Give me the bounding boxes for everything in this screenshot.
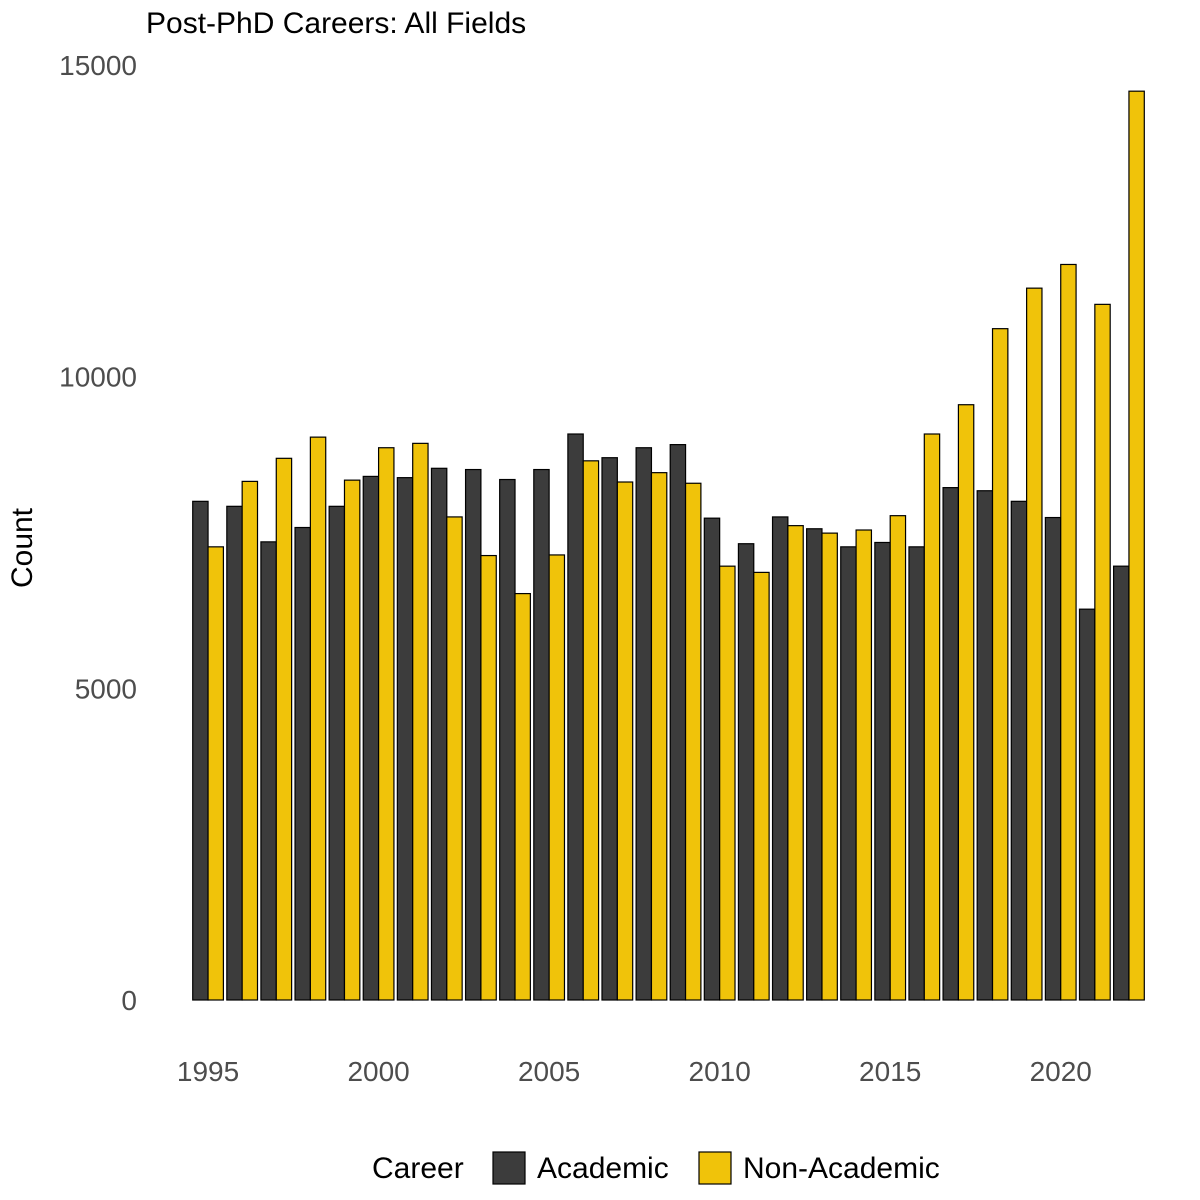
legend-key-academic [492,1151,526,1185]
bar-non-academic-2003 [480,554,497,1001]
bar-academic-1995 [192,500,209,1001]
bar-academic-2013 [806,528,823,1001]
bar-academic-1999 [328,505,346,1001]
bar-academic-1997 [260,541,277,1001]
bar-academic-2006 [567,433,584,1001]
bar-non-academic-2021 [1094,303,1111,1001]
bar-academic-2012 [771,516,789,1001]
bar-non-academic-2000 [377,447,395,1001]
bar-non-academic-2004 [514,592,531,1001]
bar-non-academic-2010 [719,565,736,1001]
bar-non-academic-1999 [343,479,361,1001]
bar-academic-1996 [226,505,243,1001]
legend-title: Career [372,1152,464,1185]
bar-academic-2007 [601,457,618,1001]
x-tick-label: 1995 [177,1056,239,1087]
legend-key-non-academic [698,1151,732,1185]
bar-non-academic-2011 [753,571,770,1001]
bar-academic-2022 [1112,565,1130,1001]
y-tick-label: 10000 [59,362,137,393]
bar-non-academic-2017 [957,404,975,1001]
bar-academic-2004 [499,478,516,1001]
x-tick-label: 2005 [518,1056,580,1087]
bar-non-academic-2022 [1128,90,1145,1001]
bar-non-academic-2015 [889,515,907,1001]
bar-academic-2005 [533,468,550,1001]
bar-non-academic-2016 [923,433,941,1001]
y-tick-label: 5000 [75,673,137,704]
bar-academic-2020 [1044,516,1062,1001]
bar-non-academic-2020 [1060,263,1077,1001]
y-tick-label: 0 [121,985,137,1016]
bar-academic-2014 [840,546,857,1001]
bar-non-academic-1998 [309,436,327,1001]
bar-non-academic-2018 [991,328,1009,1001]
bar-non-academic-2007 [616,481,634,1001]
bar-academic-2001 [396,477,414,1001]
bar-non-academic-1995 [207,546,225,1001]
legend: Career Academic Non-Academic [372,1151,940,1185]
bar-academic-2016 [908,546,925,1001]
bar-academic-1998 [294,526,311,1001]
bar-academic-2017 [942,487,960,1001]
bar-non-academic-2013 [821,532,838,1001]
bar-academic-2011 [737,543,755,1001]
x-tick-label: 2000 [347,1056,409,1087]
bar-academic-2015 [874,541,891,1001]
bar-academic-2008 [635,447,653,1001]
x-axis-ticks: 1995 2000 2005 2010 2015 2020 [177,1056,1092,1087]
bar-non-academic-1996 [241,480,259,1001]
bars-layer [192,90,1145,1001]
bar-academic-2000 [362,475,380,1001]
y-axis-ticks: 0 5000 10000 15000 [59,50,137,1016]
x-tick-label: 2010 [689,1056,751,1087]
bar-academic-2018 [976,490,994,1001]
bar-non-academic-2001 [412,442,429,1001]
y-axis-title: Count [6,507,39,588]
bar-non-academic-2002 [446,516,463,1001]
bar-academic-2019 [1010,500,1028,1001]
bar-non-academic-2014 [855,529,873,1001]
bar-academic-2021 [1078,608,1096,1001]
y-tick-label: 15000 [59,50,137,81]
bar-non-academic-2009 [684,482,702,1001]
bar-non-academic-1997 [275,457,293,1001]
x-tick-label: 2020 [1030,1056,1092,1087]
bar-academic-2003 [464,468,482,1001]
chart-title: Post-PhD Careers: All Fields [146,7,526,40]
bar-non-academic-2005 [548,554,566,1001]
bar-non-academic-2006 [582,460,600,1001]
bar-non-academic-2008 [650,472,668,1001]
x-tick-label: 2015 [859,1056,921,1087]
bar-academic-2009 [669,444,687,1001]
bar-academic-2010 [703,517,721,1001]
bar-non-academic-2012 [787,525,804,1001]
legend-label-academic: Academic [537,1152,669,1185]
legend-label-non-academic: Non-Academic [743,1152,940,1185]
bar-non-academic-2019 [1026,287,1043,1001]
bar-academic-2002 [430,467,448,1001]
